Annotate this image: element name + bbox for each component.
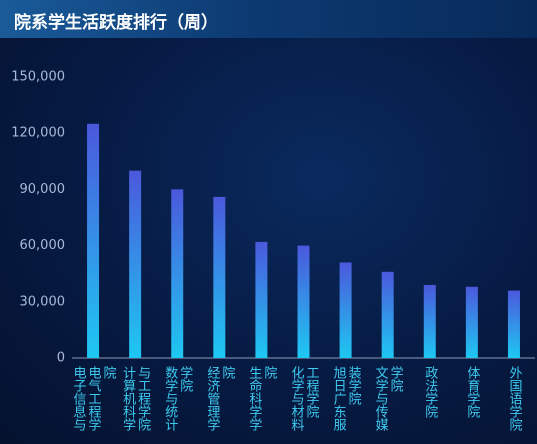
bar <box>339 262 352 358</box>
y-tick-label: 60,000 <box>20 238 66 253</box>
y-tick-label: 120,000 <box>11 126 65 141</box>
y-tick-label: 30,000 <box>20 294 66 309</box>
x-tick-label: 文学与传媒学院 <box>372 366 403 431</box>
x-tick-label: 旭日广东服装学院 <box>330 366 361 431</box>
x-tick-label: 外国语学院 <box>506 366 522 431</box>
y-tick-label: 90,000 <box>20 182 66 197</box>
x-tick-label: 经济管理学院 <box>204 366 235 431</box>
x-tick-label: 体育学院 <box>464 366 480 418</box>
bar <box>87 123 100 358</box>
y-tick-label: 150,000 <box>11 70 65 85</box>
bar <box>381 271 394 358</box>
chart-title: 院系学生活跃度排行（周） <box>14 13 218 33</box>
bar <box>129 170 142 358</box>
bar <box>423 284 436 358</box>
x-tick-label: 计算机科学与工程学院 <box>120 366 151 431</box>
x-tick-label: 政法学院 <box>422 366 438 418</box>
bar <box>171 189 184 358</box>
title-bar: 院系学生活跃度排行（周） <box>0 0 537 38</box>
x-tick-label: 电子信息与电气工程学院 <box>70 366 116 431</box>
x-tick-label: 数学与统计学院 <box>162 366 193 431</box>
bar <box>213 196 226 358</box>
bar <box>297 245 310 358</box>
y-tick-label: 0 <box>57 351 65 366</box>
bar <box>255 241 268 358</box>
bar <box>507 290 520 358</box>
x-tick-label: 生命科学学院 <box>246 366 277 431</box>
bar <box>465 286 478 358</box>
x-tick-label: 化学与材料工程学院 <box>288 366 319 431</box>
